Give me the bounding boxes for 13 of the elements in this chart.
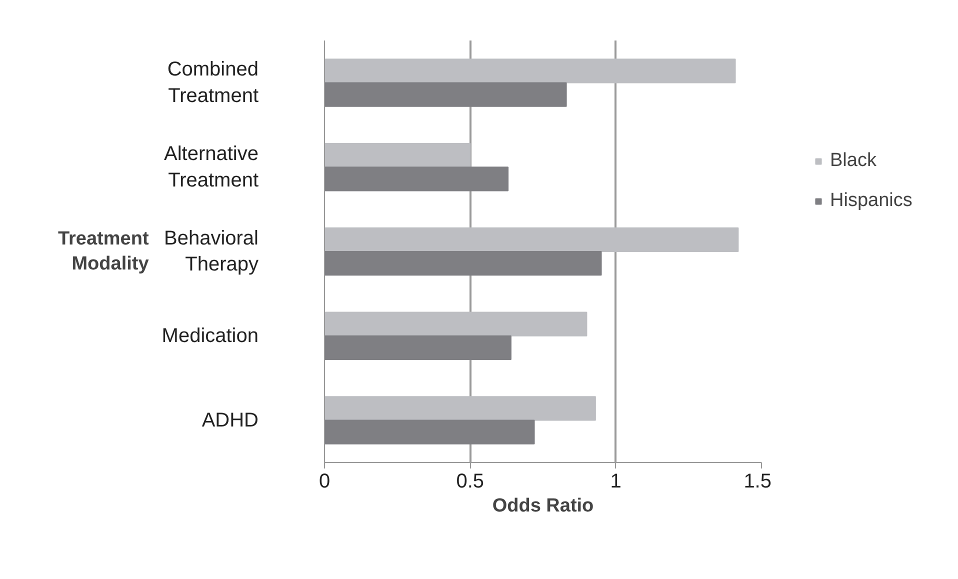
x-axis-title: Odds Ratio <box>492 496 594 516</box>
x-tick-label: 0 <box>318 470 330 492</box>
legend-label: Black <box>830 150 876 172</box>
x-tick-label: 0.5 <box>456 470 484 492</box>
y-tick-label: Medication <box>162 324 258 347</box>
y-tick-label: ADHD <box>202 409 258 432</box>
y-axis-title: Treatment Modality <box>58 228 150 275</box>
y-tick-label: Alternative Treatment <box>164 142 259 192</box>
x-tick-label: 1.5 <box>744 470 772 492</box>
y-tick-label: Combined Treatment <box>167 58 259 107</box>
x-tick-label: 1 <box>610 470 622 492</box>
y-tick-label: Behavioral Therapy <box>164 227 259 276</box>
legend-label: Hispanics <box>830 190 912 212</box>
